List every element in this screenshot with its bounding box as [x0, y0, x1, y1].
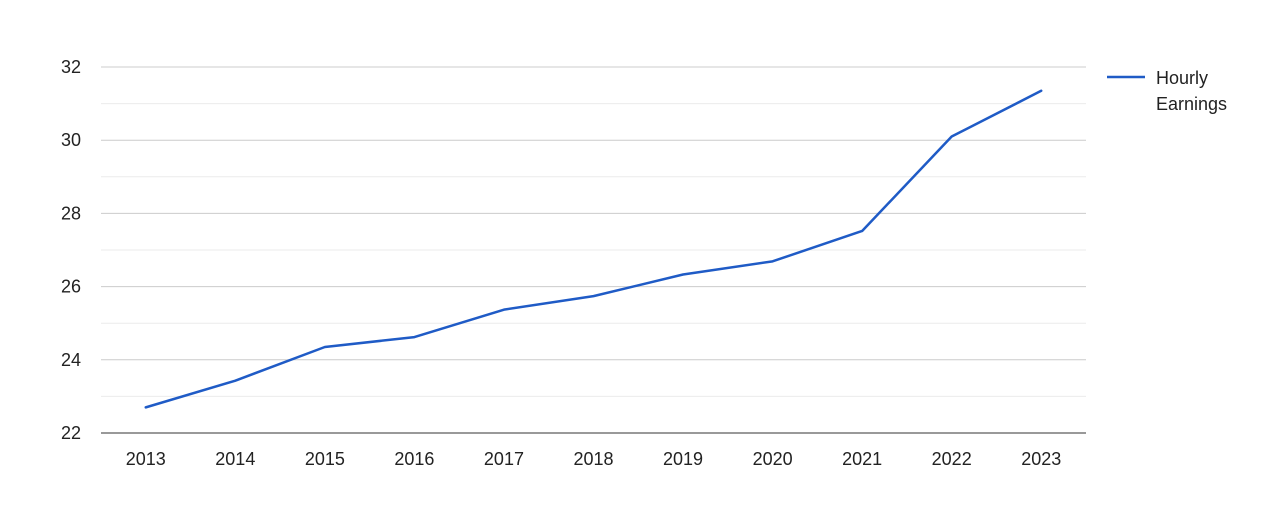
x-tick-label: 2017	[484, 449, 524, 469]
y-tick-label: 32	[61, 57, 81, 77]
legend: Hourly Earnings	[1107, 68, 1227, 114]
y-axis-tick-labels: 22 24 26 28 30 32	[61, 57, 81, 443]
series-group	[144, 89, 1043, 409]
x-tick-label: 2020	[753, 449, 793, 469]
x-axis-tick-labels: 2013 2014 2015 2016 2017 2018 2019 2020 2021 2022…	[126, 449, 1062, 469]
x-tick-label: 2023	[1021, 449, 1061, 469]
y-tick-label: 24	[61, 350, 81, 370]
y-tick-label: 28	[61, 203, 81, 223]
y-tick-label: 22	[61, 423, 81, 443]
x-tick-label: 2015	[305, 449, 345, 469]
legend-label-line-2: Earnings	[1156, 94, 1227, 114]
gridlines	[101, 66, 1086, 397]
x-tick-label: 2019	[663, 449, 703, 469]
x-tick-label: 2014	[215, 449, 255, 469]
x-tick-label: 2016	[394, 449, 434, 469]
x-tick-label: 2021	[842, 449, 882, 469]
x-tick-label: 2013	[126, 449, 166, 469]
legend-label-line-1: Hourly	[1156, 68, 1208, 88]
x-tick-label: 2022	[932, 449, 972, 469]
y-tick-label: 30	[61, 130, 81, 150]
x-tick-label: 2018	[573, 449, 613, 469]
y-tick-label: 26	[61, 277, 81, 297]
